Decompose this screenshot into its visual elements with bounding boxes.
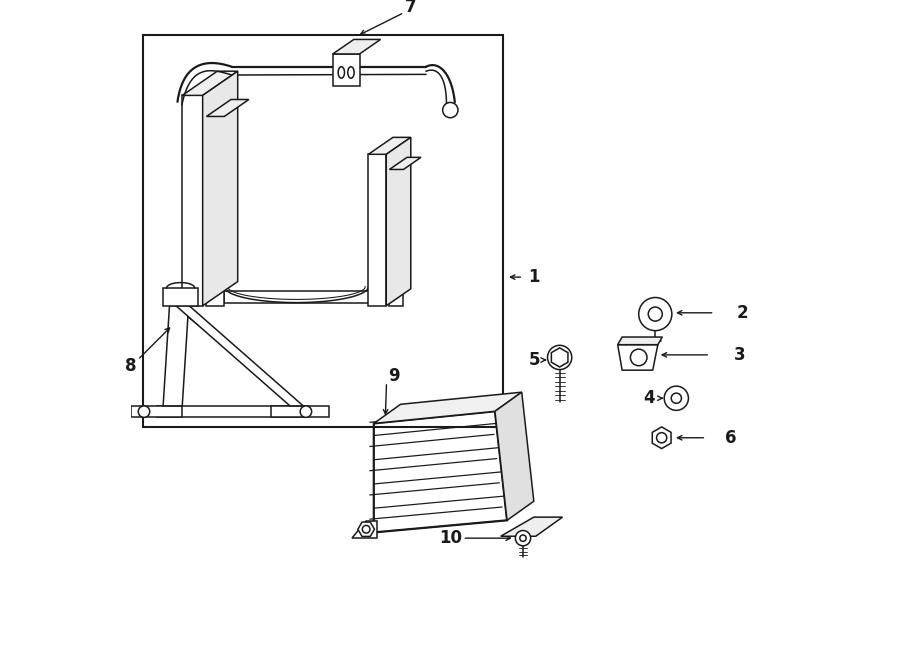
Bar <box>182 95 202 306</box>
Circle shape <box>443 102 458 118</box>
Polygon shape <box>176 306 303 406</box>
Polygon shape <box>495 392 534 520</box>
Circle shape <box>657 433 667 443</box>
Text: 8: 8 <box>125 358 137 375</box>
Circle shape <box>639 297 672 330</box>
Bar <box>333 54 359 86</box>
Polygon shape <box>131 406 182 417</box>
Polygon shape <box>333 40 381 54</box>
Polygon shape <box>652 427 671 449</box>
Text: 3: 3 <box>734 346 746 364</box>
Polygon shape <box>390 157 421 169</box>
Bar <box>206 116 224 306</box>
Text: 5: 5 <box>528 351 540 369</box>
Bar <box>163 288 198 306</box>
Polygon shape <box>374 392 522 424</box>
Polygon shape <box>202 71 238 306</box>
Polygon shape <box>552 348 568 367</box>
Text: 4: 4 <box>644 389 654 407</box>
Text: 10: 10 <box>439 529 463 547</box>
Polygon shape <box>272 406 328 417</box>
Polygon shape <box>368 137 410 154</box>
Ellipse shape <box>338 67 345 78</box>
Circle shape <box>516 531 531 546</box>
Polygon shape <box>163 306 189 406</box>
Polygon shape <box>352 521 377 537</box>
Polygon shape <box>617 344 658 370</box>
Text: 1: 1 <box>528 268 540 286</box>
Circle shape <box>547 345 572 369</box>
Polygon shape <box>500 517 562 536</box>
Bar <box>368 154 386 306</box>
Text: 9: 9 <box>389 367 400 385</box>
Circle shape <box>139 406 149 417</box>
Circle shape <box>520 535 526 541</box>
Circle shape <box>664 386 689 410</box>
Text: 7: 7 <box>405 0 417 17</box>
Bar <box>143 35 503 427</box>
Ellipse shape <box>347 67 355 78</box>
Text: 2: 2 <box>736 304 748 322</box>
Circle shape <box>301 406 311 417</box>
Circle shape <box>648 307 662 321</box>
Circle shape <box>630 349 647 366</box>
Circle shape <box>671 393 681 403</box>
Bar <box>390 169 403 306</box>
Polygon shape <box>182 71 238 95</box>
Polygon shape <box>206 100 249 116</box>
Circle shape <box>363 525 370 533</box>
Polygon shape <box>617 337 662 344</box>
Text: 6: 6 <box>724 429 736 447</box>
Polygon shape <box>358 522 374 537</box>
Polygon shape <box>386 137 410 306</box>
